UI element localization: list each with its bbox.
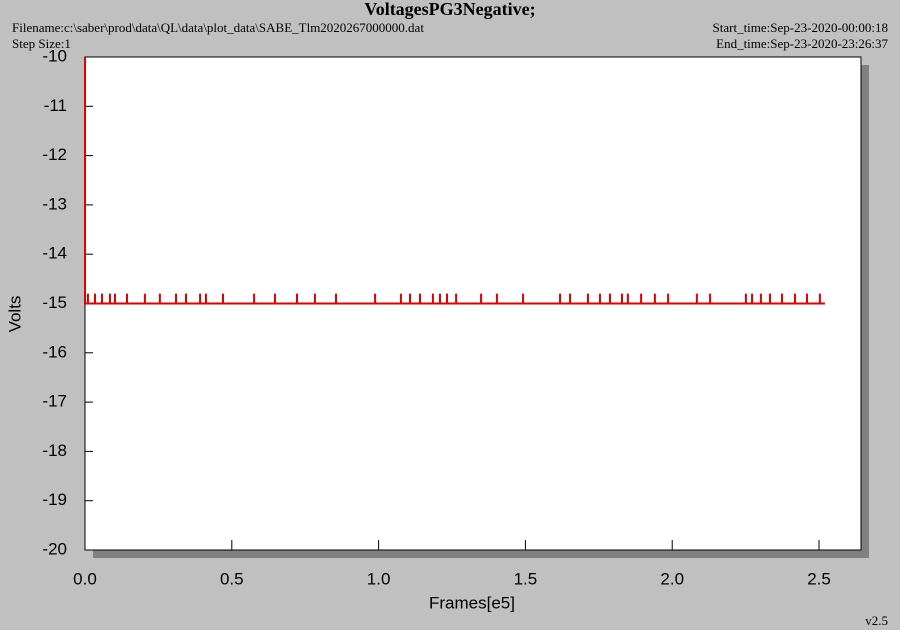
- y-tick-label: -16: [42, 342, 67, 361]
- filename: Filename:c:\saber\prod\data\QL\data\plot…: [12, 20, 424, 35]
- y-tick-label: -11: [44, 96, 67, 115]
- y-tick-label: -19: [42, 490, 67, 509]
- chart-title: VoltagesPG3Negative;: [364, 0, 535, 19]
- y-tick-label: -20: [42, 539, 67, 558]
- y-tick-label: -10: [42, 46, 67, 65]
- y-tick-label: -18: [42, 441, 67, 460]
- y-tick-label: -12: [42, 145, 67, 164]
- x-tick-label: 0.5: [220, 569, 244, 588]
- x-tick-label: 2.5: [807, 569, 831, 588]
- x-tick-label: 2.0: [660, 569, 684, 588]
- end-time: End_time:Sep-23-2020-23:26:37: [716, 36, 888, 51]
- y-axis-label: Volts: [5, 296, 24, 333]
- start-time: Start_time:Sep-23-2020-00:00:18: [713, 20, 888, 35]
- x-tick-label: 1.5: [514, 569, 538, 588]
- x-tick-label: 1.0: [367, 569, 391, 588]
- y-tick-label: -13: [42, 194, 67, 213]
- x-axis-label: Frames[e5]: [429, 593, 515, 612]
- y-tick-label: -17: [42, 392, 67, 411]
- step-size: Step Size:1: [12, 36, 71, 51]
- y-tick-label: -15: [42, 293, 67, 312]
- y-tick-label: -14: [42, 244, 67, 263]
- data-line: [84, 57, 825, 305]
- version: v2.5: [865, 613, 888, 628]
- x-tick-label: 0.0: [73, 569, 97, 588]
